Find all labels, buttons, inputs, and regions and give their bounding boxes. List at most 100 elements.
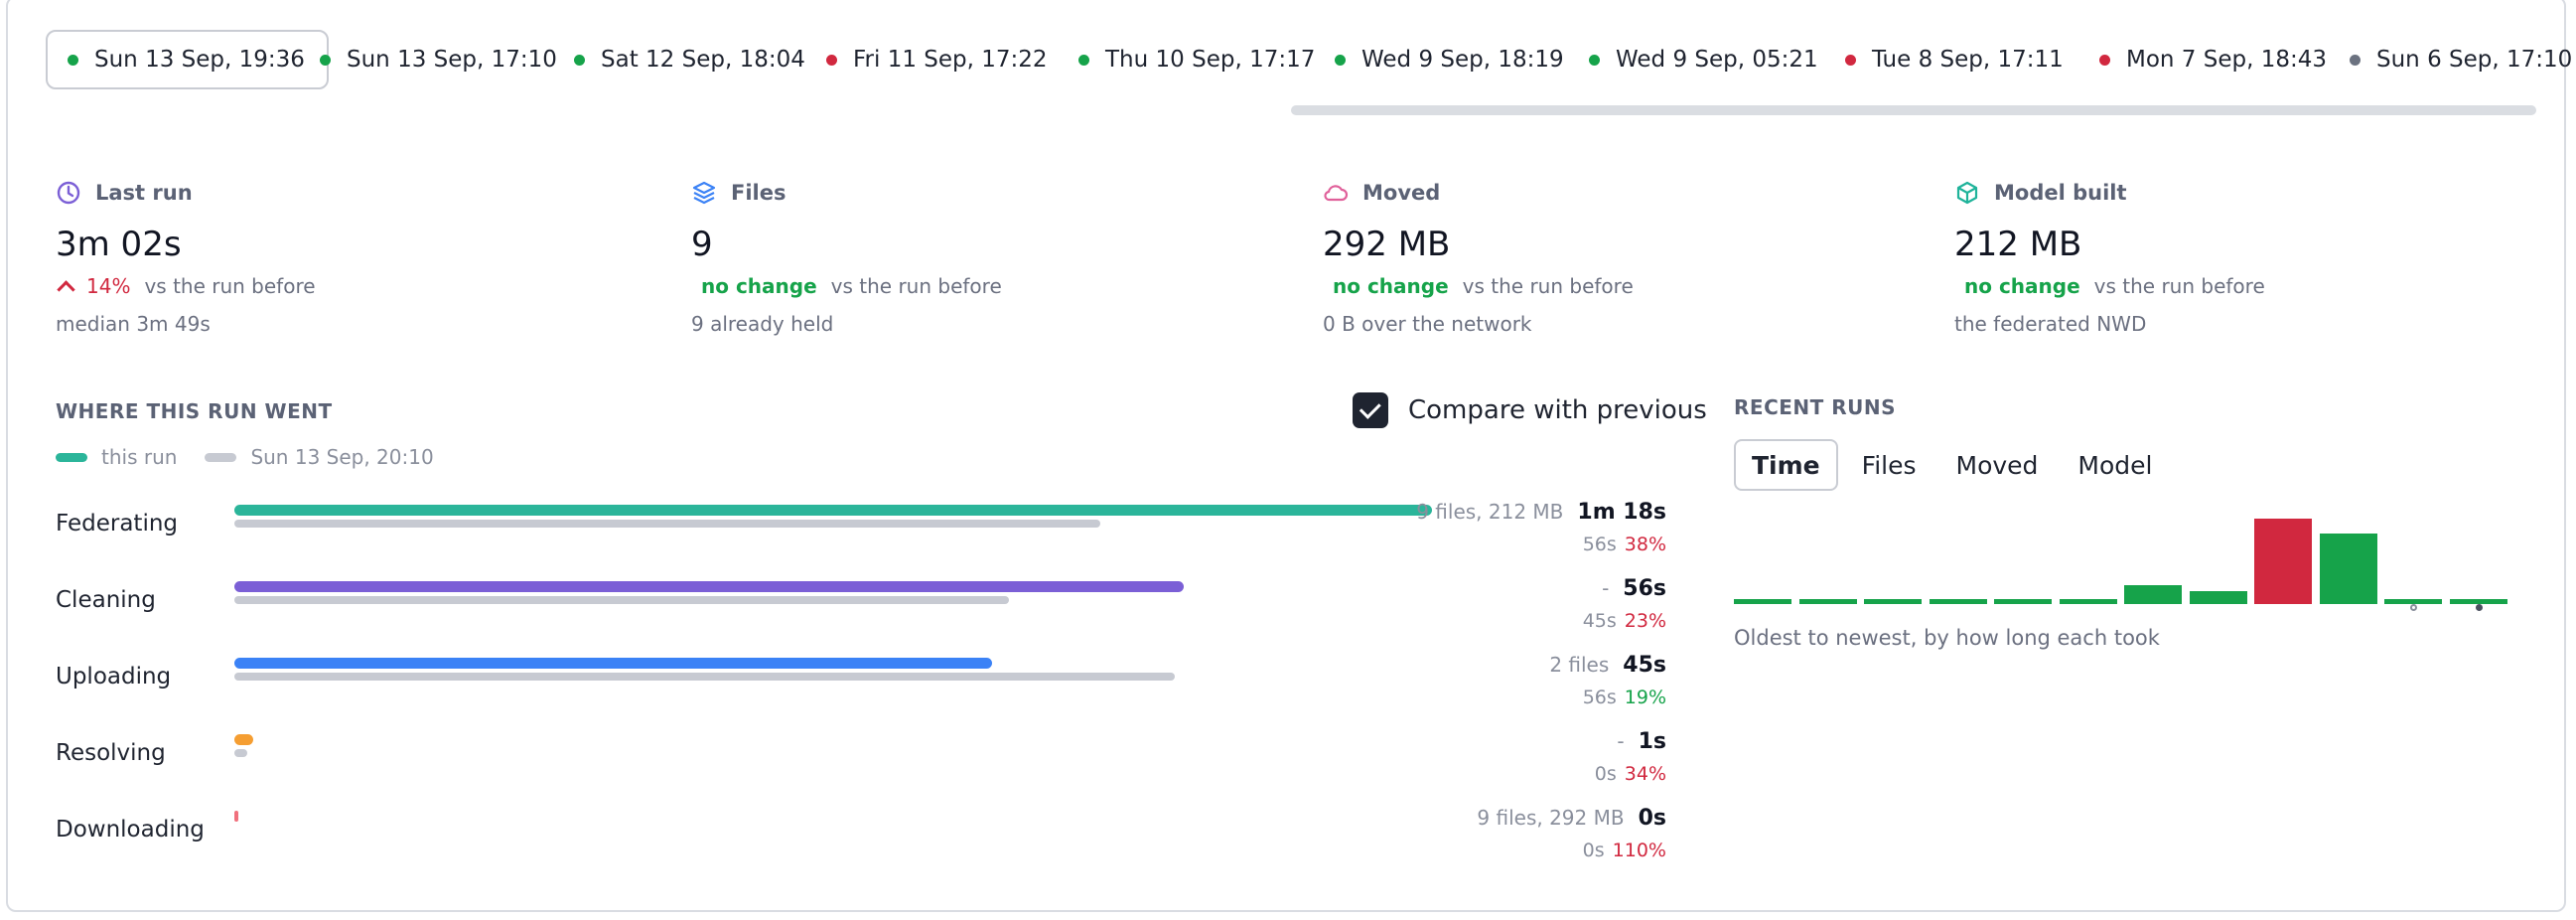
phase-change: 19% [1624, 687, 1666, 708]
compare-label: Compare with previous [1408, 395, 1707, 425]
run-bar[interactable] [1864, 598, 1922, 604]
run-bar[interactable] [2319, 534, 2377, 604]
phase-duration: 0s [1638, 806, 1666, 831]
phase-change: 110% [1612, 840, 1666, 861]
stat-delta: no change [1333, 274, 1449, 298]
phase-change: 23% [1624, 610, 1666, 632]
tab-model[interactable]: Model [2077, 450, 2153, 480]
run-tab-label: Wed 9 Sep, 18:19 [1361, 47, 1564, 73]
phase-name: Federating [56, 511, 179, 537]
clock-icon [56, 180, 81, 206]
phase-bar-previous [234, 596, 1010, 604]
run-bar[interactable] [2124, 585, 2182, 604]
stat-label: Last run [95, 181, 193, 205]
phase-duration: 56s [1623, 576, 1666, 601]
legend-swatch [56, 452, 87, 462]
legend-swatch [205, 452, 237, 462]
stat-delta: no change [701, 274, 817, 298]
stat-last-run: Last run 3m 02s 14% vs the run before me… [56, 177, 316, 336]
breakdown-legend: this run Sun 13 Sep, 20:10 [56, 445, 462, 469]
layers-icon [691, 180, 717, 206]
stat-note: the federated NWD [1954, 312, 2147, 336]
run-bar[interactable] [1734, 598, 1791, 604]
stat-model-built: Model built 212 MB no change vs the run … [1954, 177, 2265, 336]
status-dot-icon [2350, 54, 2361, 66]
run-bar[interactable] [1994, 598, 2052, 604]
phase-bar [234, 658, 993, 669]
phase-previous-duration: 0s [1582, 840, 1605, 861]
phase-bar [234, 734, 254, 745]
run-tab[interactable]: Thu 10 Sep, 17:17 [1057, 30, 1315, 89]
recent-runs-tabs: Time Files Moved Model [1734, 439, 2176, 491]
legend-label: Sun 13 Sep, 20:10 [250, 445, 434, 469]
run-tab[interactable]: Sat 12 Sep, 18:04 [552, 30, 805, 89]
phase-previous-duration: 56s [1582, 534, 1617, 555]
compare-toggle[interactable]: Compare with previous [1353, 392, 1707, 428]
run-tab[interactable]: Wed 9 Sep, 18:19 [1313, 30, 1564, 89]
breakdown-title: WHERE THIS RUN WENT [56, 399, 333, 423]
phase-detail: - [1602, 576, 1610, 600]
phase-previous-duration: 56s [1582, 687, 1617, 708]
phase-duration: 1m 18s [1577, 500, 1666, 525]
run-history-scrollbar[interactable] [1291, 105, 2536, 115]
status-dot-icon [1078, 54, 1089, 66]
run-tab[interactable]: Wed 9 Sep, 05:21 [1567, 30, 1818, 89]
status-dot-icon [320, 54, 331, 66]
phase-detail: 2 files [1549, 653, 1610, 677]
recent-runs-title: RECENT RUNS [1734, 395, 1897, 419]
stat-delta-suffix: vs the run before [2093, 274, 2265, 298]
phase-name: Resolving [56, 740, 166, 766]
run-bar[interactable] [2384, 598, 2442, 604]
run-bar[interactable] [2059, 598, 2117, 604]
run-tab[interactable]: Tue 8 Sep, 17:11 [1823, 30, 2064, 89]
run-bar[interactable] [1798, 598, 1857, 604]
phase-detail: - [1617, 729, 1625, 753]
stat-files: Files 9 no change vs the run before 9 al… [691, 177, 1002, 336]
stat-value: 9 [691, 225, 713, 264]
phase-detail: 9 files, 292 MB [1477, 806, 1625, 830]
stat-label: Files [731, 181, 787, 205]
compare-checkbox[interactable] [1353, 392, 1388, 428]
phase-bar [234, 505, 1432, 516]
run-bar[interactable] [2254, 519, 2312, 604]
stat-note: median 3m 49s [56, 312, 211, 336]
stat-note: 0 B over the network [1323, 312, 1532, 336]
stat-value: 212 MB [1954, 225, 2082, 264]
phase-name: Cleaning [56, 587, 156, 613]
status-dot-icon [826, 54, 837, 66]
run-tab[interactable]: Fri 11 Sep, 17:22 [804, 30, 1048, 89]
run-tab-label: Sun 6 Sep, 17:10 [2376, 47, 2573, 73]
phase-name: Uploading [56, 664, 172, 690]
stat-value: 3m 02s [56, 225, 182, 264]
run-tab[interactable]: Sun 13 Sep, 17:10 [298, 30, 557, 89]
run-bar[interactable] [2449, 598, 2507, 604]
stat-label: Model built [1994, 181, 2127, 205]
run-tab-label: Sun 13 Sep, 19:36 [94, 47, 305, 73]
run-tab[interactable]: Mon 7 Sep, 18:43 [2077, 30, 2327, 89]
legend-this-run: this run [56, 445, 177, 469]
run-tab-label: Wed 9 Sep, 05:21 [1616, 47, 1818, 73]
tab-time[interactable]: Time [1734, 439, 1838, 491]
legend-previous: Sun 13 Sep, 20:10 [205, 445, 434, 469]
cloud-icon [1323, 180, 1349, 206]
tab-files[interactable]: Files [1861, 450, 1917, 480]
run-tab[interactable]: Sun 6 Sep, 17:10 [2328, 30, 2572, 89]
run-bar[interactable] [1929, 598, 1987, 604]
run-tab-label: Fri 11 Sep, 17:22 [853, 47, 1048, 73]
status-dot-icon [1335, 54, 1346, 66]
run-tab-label: Tue 8 Sep, 17:11 [1872, 47, 2064, 73]
run-tab[interactable]: Sun 13 Sep, 19:36 [46, 30, 329, 89]
panel-frame [6, 0, 2566, 912]
phase-change: 38% [1624, 534, 1666, 555]
phase-bar-previous [234, 673, 1175, 681]
phase-bar-previous [234, 749, 248, 757]
stat-delta-suffix: vs the run before [830, 274, 1002, 298]
phase-row: Federating 9 files, 212 MB 1m 18s 56s 38% [56, 495, 1666, 564]
current-run-marker [2475, 604, 2483, 611]
run-bar[interactable] [2189, 591, 2247, 604]
run-tab-label: Thu 10 Sep, 17:17 [1105, 47, 1316, 73]
stat-note: 9 already held [691, 312, 834, 336]
phase-row: Downloading 9 files, 292 MB 0s 0s 110% [56, 801, 1666, 870]
stat-delta-suffix: vs the run before [1462, 274, 1634, 298]
tab-moved[interactable]: Moved [1955, 450, 2039, 480]
